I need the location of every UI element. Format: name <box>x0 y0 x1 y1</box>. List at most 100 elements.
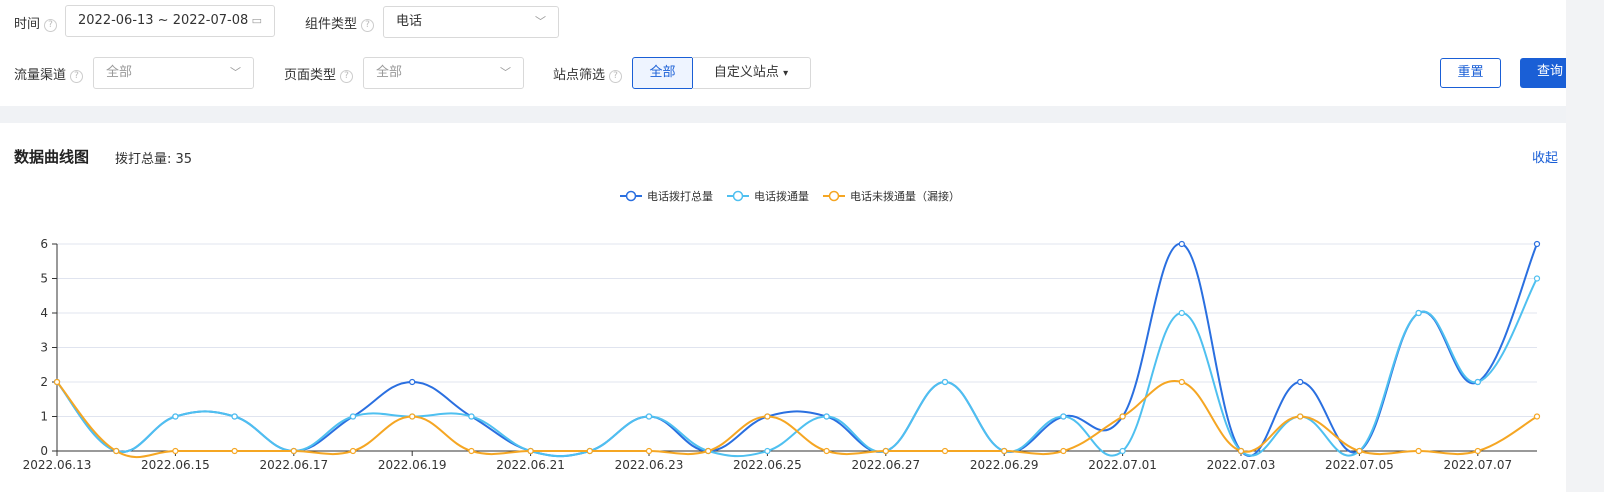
scrollbar[interactable] <box>1566 0 1604 492</box>
data-point <box>823 413 830 420</box>
select-value: 全部 <box>376 65 403 80</box>
x-tick-label: 2022.07.01 <box>1088 458 1157 472</box>
y-tick-label: 1 <box>40 410 48 424</box>
call-total-summary: 拨打总量: 35 <box>115 152 193 167</box>
data-point <box>409 413 416 420</box>
page-type-select[interactable]: 全部 ﹀ <box>363 57 524 89</box>
data-point <box>705 447 712 455</box>
legend-label: 电话拨通量 <box>754 189 809 203</box>
data-point <box>113 447 120 455</box>
component-type-label: 组件类型? <box>305 13 375 32</box>
y-tick-label: 6 <box>40 237 48 251</box>
data-point <box>1415 309 1422 317</box>
data-point <box>1415 447 1422 455</box>
series-line <box>56 278 1538 458</box>
x-tick-label: 2022.06.23 <box>615 458 684 472</box>
x-tick-label: 2022.06.13 <box>23 458 92 472</box>
series-line <box>56 379 1538 459</box>
site-filter-label: 站点筛选? <box>553 64 623 83</box>
channel-select[interactable]: 全部 ﹀ <box>93 57 254 89</box>
legend-label: 电话未拨通量（漏接） <box>850 189 960 203</box>
data-point <box>586 447 593 455</box>
data-point <box>1533 275 1541 282</box>
chevron-down-icon: ﹀ <box>535 15 546 28</box>
data-point <box>1001 447 1008 455</box>
data-point <box>53 378 61 386</box>
data-point <box>468 413 475 420</box>
data-point <box>1119 413 1126 420</box>
y-tick-label: 0 <box>40 444 48 458</box>
x-tick-label: 2022.06.27 <box>851 458 920 472</box>
data-point <box>1474 447 1481 455</box>
data-point <box>823 447 830 455</box>
component-type-select[interactable]: 电话 ﹀ <box>383 6 559 38</box>
x-tick-label: 2022.06.19 <box>378 458 447 472</box>
data-point <box>231 413 238 420</box>
x-tick-label: 2022.07.07 <box>1443 458 1512 472</box>
help-icon[interactable]: ? <box>609 70 623 83</box>
data-point <box>941 378 949 386</box>
date-range-picker[interactable]: 2022-06-13 ~ 2022-07-08 ▭ <box>65 5 275 37</box>
data-point <box>1178 309 1185 317</box>
data-point <box>764 447 771 455</box>
chevron-down-icon: ﹀ <box>500 66 511 79</box>
dropdown-label: 自定义站点 <box>713 65 779 80</box>
page-type-label: 页面类型? <box>284 64 354 83</box>
x-tick-label: 2022.07.03 <box>1207 458 1276 472</box>
x-tick-label: 2022.07.05 <box>1325 458 1394 472</box>
y-tick-label: 4 <box>40 306 48 320</box>
x-tick-label: 2022.06.25 <box>733 458 802 472</box>
data-point <box>172 413 179 420</box>
site-custom-dropdown[interactable]: 自定义站点 ▾ <box>692 57 811 89</box>
channel-label: 流量渠道? <box>14 64 84 83</box>
data-point <box>764 413 771 420</box>
data-point <box>1178 240 1185 248</box>
data-point <box>882 447 889 455</box>
data-point <box>349 447 357 455</box>
site-all-button[interactable]: 全部 <box>632 57 693 89</box>
help-icon[interactable]: ? <box>44 19 58 32</box>
select-value: 电话 <box>396 14 423 29</box>
data-point <box>941 447 949 455</box>
collapse-link[interactable]: 收起 <box>1532 151 1559 166</box>
chevron-down-icon: ﹀ <box>230 66 241 79</box>
data-point <box>1060 447 1067 455</box>
data-point <box>1533 240 1541 248</box>
chart-card: 数据曲线图 拨打总量: 35 收起 0 1 2 3 4 5 6 2022.06.13 2022.… <box>0 123 1566 492</box>
legend-label: 电话拨打总量 <box>647 189 713 203</box>
data-point <box>1533 413 1541 420</box>
x-tick-label: 2022.06.29 <box>970 458 1039 472</box>
card-title: 数据曲线图 <box>14 148 90 166</box>
data-point <box>172 447 179 455</box>
date-range-value: 2022-06-13 ~ 2022-07-08 <box>78 13 249 28</box>
data-point <box>468 447 475 455</box>
x-tick-label: 2022.06.17 <box>259 458 328 472</box>
data-point <box>1178 378 1185 386</box>
help-icon[interactable]: ? <box>70 70 84 83</box>
data-point <box>1356 447 1363 455</box>
legend-marker <box>732 190 744 202</box>
data-point <box>1119 447 1126 455</box>
x-tick-label: 2022.06.15 <box>141 458 210 472</box>
data-point <box>409 378 416 386</box>
filter-panel: 时间? 2022-06-13 ~ 2022-07-08 ▭ 组件类型? 电话 ﹀ 流… <box>0 0 1604 106</box>
data-point <box>1297 413 1304 420</box>
data-point <box>1237 447 1245 455</box>
y-tick-label: 3 <box>40 341 48 355</box>
data-point <box>1060 413 1067 420</box>
legend-marker <box>828 190 840 202</box>
help-icon[interactable]: ? <box>361 19 375 32</box>
reset-button[interactable]: 重置 <box>1440 58 1501 88</box>
data-point <box>645 413 653 420</box>
data-point <box>645 447 653 455</box>
data-point <box>527 447 534 455</box>
x-tick-label: 2022.06.21 <box>496 458 565 472</box>
select-value: 全部 <box>106 65 133 80</box>
y-tick-label: 5 <box>40 272 48 286</box>
data-point <box>1297 378 1304 386</box>
calendar-icon: ▭ <box>251 14 262 27</box>
help-icon[interactable]: ? <box>340 70 354 83</box>
line-chart: 0 1 2 3 4 5 6 2022.06.13 2022.06.15 2022.06.17 202… <box>23 189 1541 472</box>
data-point <box>231 447 238 455</box>
data-point <box>349 413 357 420</box>
